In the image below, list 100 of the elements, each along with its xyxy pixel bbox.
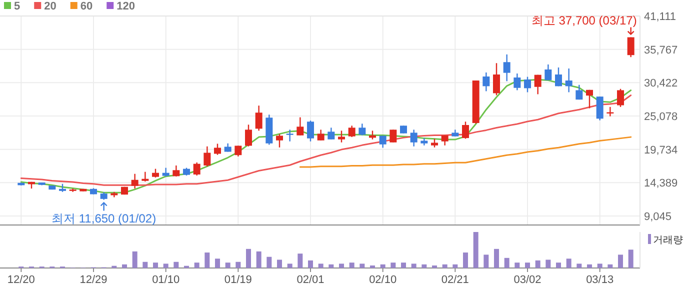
bar [380,264,386,268]
bar [256,251,262,268]
bar [194,262,200,268]
bar [432,265,437,268]
candlestick [555,66,562,87]
bar [576,264,582,268]
candlestick [493,62,500,96]
legend-label: 거래량 [653,235,683,246]
bar [318,264,324,268]
candlestick [338,130,345,143]
bar [401,262,406,268]
bar [328,264,334,268]
bar [494,248,499,268]
bar [618,254,623,268]
y-tick-label: 35,767 [644,44,678,56]
candlestick [503,54,510,82]
candlestick [307,120,314,142]
legend-label: 120 [116,0,135,12]
candlestick [596,96,604,121]
bar [122,264,127,268]
candlestick [193,162,200,176]
candlestick [296,116,304,136]
candlestick [565,68,572,93]
candlestick [276,133,283,148]
bar [546,260,551,268]
bar [308,260,313,268]
line-series [299,136,632,168]
candlestick [204,146,211,168]
x-tick-label: 01/10 [152,274,180,286]
candlestick [462,121,469,140]
annotation: 최고 37,700 (03/17) [531,13,637,28]
candlestick [514,72,521,91]
bar [556,262,561,268]
legend-label: 60 [80,0,93,12]
y-tick-label: 9,045 [644,210,672,223]
bar [132,251,138,268]
candlestick [286,129,294,142]
bar [566,258,572,268]
x-tick-label: 12/20 [7,274,35,286]
x-tick-label: 01/19 [224,274,252,286]
bar [163,264,168,268]
bar [442,264,448,268]
bar [463,252,468,268]
bar [608,264,613,268]
bar [236,262,241,268]
bar [504,258,510,268]
y-tick-label: 19,734 [644,144,678,156]
candlestick [328,127,335,140]
candlestick [234,145,242,158]
bar [225,262,230,268]
bar [390,262,396,268]
candlestick [131,173,138,190]
candlestick [358,123,366,136]
candlestick [390,129,397,143]
bar [298,254,303,268]
bar [535,260,540,268]
candlestick [255,105,262,132]
bar [422,264,427,268]
bar [370,265,375,268]
bar [587,264,592,268]
annotation: 최저 11,650 (01/02) [52,212,156,226]
x-tick-label: 12/29 [80,274,108,286]
candlestick [627,36,634,58]
bar [142,262,148,268]
candlestick [214,143,221,156]
candlestick [534,74,542,95]
legend-label: 5 [14,0,20,12]
bar [484,254,489,268]
candlestick [576,84,583,100]
candlestick [617,88,624,108]
bar [266,256,272,268]
x-tick-label: 03/02 [514,274,542,286]
bar [287,264,292,268]
bar [246,248,251,268]
bar [277,260,282,268]
y-tick-label: 14,389 [644,178,678,190]
y-tick-label: 41,111 [644,11,676,23]
candlestick [482,72,490,92]
candlestick [317,129,324,141]
bar [153,262,158,268]
bar [411,264,416,268]
candlestick [524,76,531,93]
candlestick [142,171,149,182]
x-tick-label: 02/10 [369,274,397,286]
bar [628,250,634,268]
bar [525,262,530,268]
bar [473,232,478,268]
bar [174,262,179,268]
x-tick-label: 02/21 [441,274,469,286]
candlestick [544,64,552,81]
candlestick [586,89,593,109]
bar [339,264,344,268]
bar [514,262,520,268]
bar [597,264,602,268]
bar [349,262,354,268]
bar [452,264,458,268]
candlestick [348,125,356,138]
candlestick [172,164,180,178]
candlestick [410,129,418,148]
x-tick-label: 02/01 [296,274,324,286]
